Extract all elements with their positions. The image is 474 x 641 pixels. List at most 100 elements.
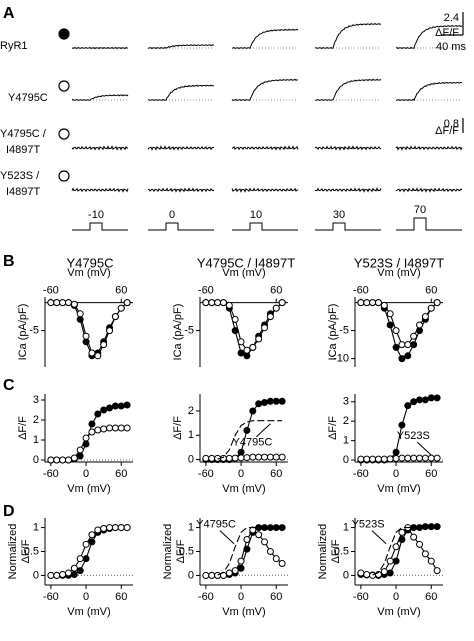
x-tick-label: 60 xyxy=(270,468,282,480)
data-point xyxy=(278,299,286,307)
data-point xyxy=(272,555,280,563)
voltage-step xyxy=(315,222,381,231)
data-point xyxy=(59,299,67,307)
data-point xyxy=(386,310,394,318)
data-point xyxy=(208,299,216,307)
y-axis-label: ΔF/F xyxy=(172,416,184,440)
fluorescence-trace xyxy=(395,187,463,193)
data-point xyxy=(123,424,131,432)
data-point xyxy=(202,299,210,307)
y-tick-label: -5 xyxy=(29,325,39,337)
x-axis-label: Vm (mV) xyxy=(377,606,420,618)
data-point xyxy=(111,313,119,321)
x-tick-label: 60 xyxy=(425,591,437,603)
data-point xyxy=(214,571,222,579)
fluorescence-trace xyxy=(314,145,382,151)
data-point xyxy=(94,526,102,534)
fit-line xyxy=(372,527,438,576)
x-tick-label: 60 xyxy=(270,285,282,297)
data-point xyxy=(392,543,400,551)
data-point xyxy=(202,454,210,462)
annotation: Y4795C xyxy=(196,519,236,531)
x-axis-label: Vm (mV) xyxy=(377,483,420,495)
construct-icon xyxy=(58,170,70,182)
data-point xyxy=(410,398,418,406)
data-point xyxy=(100,425,108,433)
fluorescence-trace xyxy=(148,84,215,102)
data-point xyxy=(255,335,263,343)
panel-label: A xyxy=(3,5,15,22)
y-tick-label: 0.5 xyxy=(179,545,194,557)
scale-label: 2.4 xyxy=(444,12,459,24)
data-point xyxy=(374,299,382,307)
y-tick-label: 0 xyxy=(343,569,349,581)
annotation-arrow xyxy=(256,423,271,438)
data-point xyxy=(82,332,90,340)
y-tick-label: 0 xyxy=(33,569,39,581)
data-point xyxy=(392,455,400,463)
data-point xyxy=(369,299,377,307)
panel-label: C xyxy=(3,377,15,394)
data-point xyxy=(255,531,263,539)
data-point xyxy=(64,299,72,307)
data-point xyxy=(404,454,412,462)
data-point xyxy=(231,315,239,323)
data-point xyxy=(421,550,429,558)
data-point xyxy=(398,341,406,349)
data-point xyxy=(392,557,400,565)
construct-icon xyxy=(58,128,70,140)
y-tick-label: -5 xyxy=(339,325,349,337)
data-point xyxy=(123,401,131,409)
x-axis-label: Vm (mV) xyxy=(222,483,265,495)
data-point xyxy=(70,564,78,572)
y-axis-label: ΔF/F xyxy=(17,416,29,440)
data-point xyxy=(202,571,210,579)
data-point xyxy=(117,424,125,432)
data-point xyxy=(398,421,406,429)
y-tick-label: 0.5 xyxy=(334,545,349,557)
annotation-arrow xyxy=(219,530,235,545)
data-point xyxy=(106,424,114,432)
voltage-step xyxy=(232,222,298,231)
annotation-arrow xyxy=(371,530,387,545)
fluorescence-trace xyxy=(147,145,215,151)
data-point xyxy=(255,453,263,461)
data-point xyxy=(433,454,441,462)
x-tick-label: -60 xyxy=(43,285,59,297)
data-point xyxy=(261,538,269,546)
data-point xyxy=(266,453,274,461)
data-point xyxy=(410,341,418,349)
data-point xyxy=(53,571,61,579)
data-point xyxy=(117,524,125,532)
data-point xyxy=(88,531,96,539)
x-tick-label: -60 xyxy=(198,591,214,603)
data-point xyxy=(117,304,125,312)
construct-icon xyxy=(58,80,70,92)
data-point xyxy=(433,299,441,307)
data-point xyxy=(88,428,96,436)
data-point xyxy=(398,528,406,536)
data-point xyxy=(106,327,114,335)
data-point xyxy=(386,321,394,329)
row-label: Y4795C / xyxy=(0,128,47,140)
data-point xyxy=(386,569,394,577)
voltage-label: 0 xyxy=(169,209,175,221)
data-point xyxy=(214,299,222,307)
x-tick-label: -60 xyxy=(198,468,214,480)
data-point xyxy=(369,455,377,463)
scale-unit: ΔF/F xyxy=(435,27,459,39)
data-point xyxy=(225,301,233,309)
data-point xyxy=(243,346,251,354)
panel-label: D xyxy=(3,503,15,520)
data-point xyxy=(398,454,406,462)
data-point xyxy=(76,567,84,575)
y-tick-label: 2 xyxy=(33,414,39,426)
fluorescence-trace xyxy=(71,46,129,50)
data-point xyxy=(374,455,382,463)
data-point xyxy=(64,569,72,577)
data-point xyxy=(272,397,280,405)
x-tick-label: -60 xyxy=(353,285,369,297)
data-point xyxy=(386,557,394,565)
data-point xyxy=(421,523,429,531)
data-point xyxy=(261,399,269,406)
